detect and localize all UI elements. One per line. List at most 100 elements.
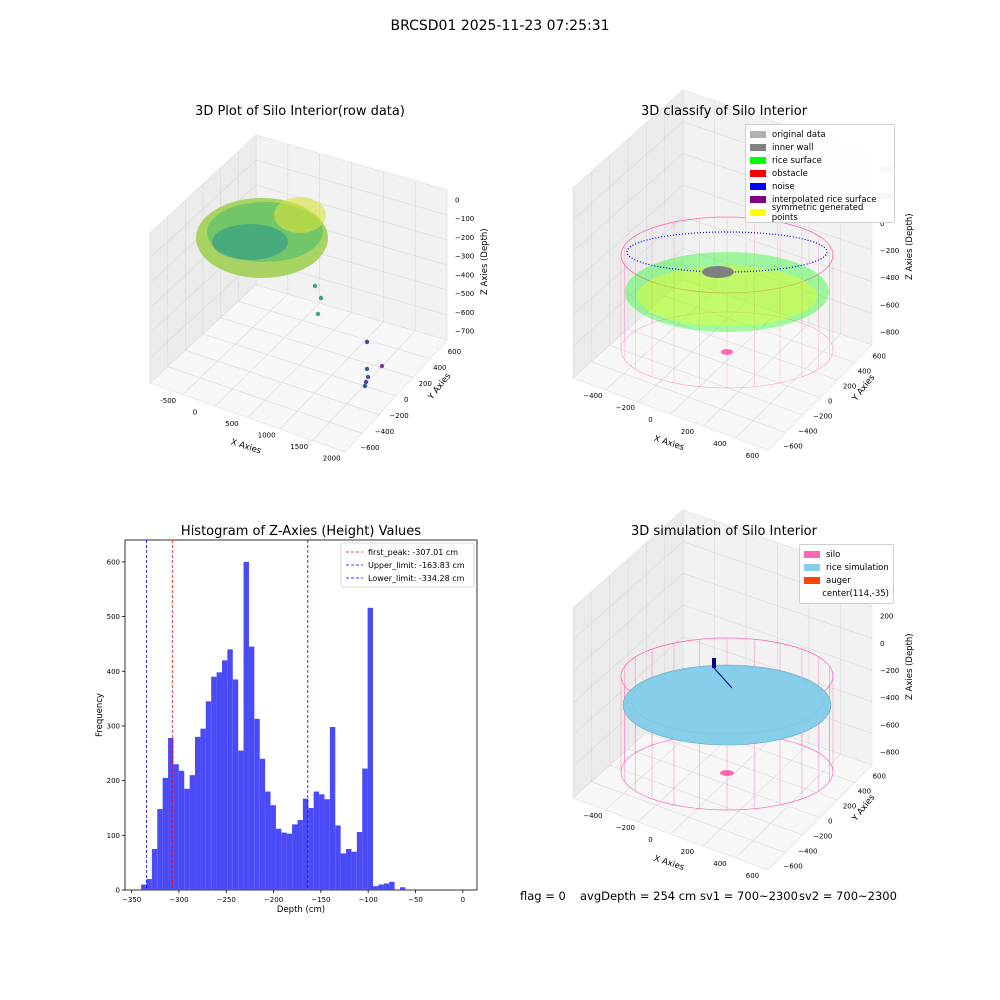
histogram-bar xyxy=(324,799,330,890)
legend-entry: rice surface xyxy=(750,154,890,167)
outlier-point xyxy=(312,283,318,289)
figure-title: BRCSD01 2025-11-23 07:25:31 xyxy=(390,18,610,34)
z-tick-label: −400 xyxy=(880,274,899,282)
histogram-bar xyxy=(211,676,217,890)
histogram-bar xyxy=(265,791,271,890)
histogram-bar xyxy=(378,884,384,890)
silo-floor-center xyxy=(720,770,734,776)
histogram-bar xyxy=(232,679,239,890)
grid-line xyxy=(664,296,855,363)
x-tick-label: −200 xyxy=(616,824,635,832)
z-tick-label: −600 xyxy=(455,309,474,317)
status-sv2: sv2 = 700~2300 xyxy=(799,889,897,903)
histogram-bar xyxy=(292,824,298,890)
z-axis-label: Z Axies (Depth) xyxy=(905,213,915,280)
z-axis-label: Z Axies (Depth) xyxy=(480,228,490,295)
legend-entry: symmetric generated points xyxy=(750,203,890,223)
x-tick-label: 1500 xyxy=(290,443,308,451)
z-tick-label: −300 xyxy=(455,253,474,261)
histogram-bar xyxy=(362,768,368,890)
x-tick-label: 500 xyxy=(225,420,238,428)
x-tick-label: 400 xyxy=(713,860,726,868)
auger-shaft xyxy=(713,667,733,689)
y-tick-label: 500 xyxy=(107,613,120,621)
y-tick-label: 200 xyxy=(419,380,432,388)
histogram-bar xyxy=(302,798,309,890)
histogram-bar xyxy=(243,561,249,890)
legend-label: Lower_limit: -334.28 cm xyxy=(368,574,465,583)
histogram-bar xyxy=(184,788,190,890)
histogram-bar xyxy=(146,879,152,890)
z-tick-label: −600 xyxy=(880,721,899,729)
legend-swatch xyxy=(750,131,766,138)
y-tick-label: 400 xyxy=(858,368,871,376)
outlier-point xyxy=(364,339,370,345)
inner-wall-cluster xyxy=(702,266,734,278)
silo-floor-center xyxy=(721,349,733,355)
histogram-bar xyxy=(227,649,233,890)
histogram-legend xyxy=(340,542,475,588)
y-tick-label: 400 xyxy=(858,788,871,796)
legend-entry: silo xyxy=(804,548,889,561)
legend-swatch xyxy=(804,564,820,571)
x-tick-label: 0 xyxy=(461,896,465,904)
histogram-bar xyxy=(335,825,341,890)
x-tick-label: 0 xyxy=(193,408,197,416)
y-tick-label: 0 xyxy=(828,818,832,826)
legend-swatch xyxy=(750,144,766,151)
z-tick-label: −200 xyxy=(880,247,899,255)
x-axis-label: Depth (cm) xyxy=(277,905,325,915)
legend-label: symmetric generated points xyxy=(771,202,864,223)
x-tick-label: −350 xyxy=(122,896,141,904)
histogram-bar xyxy=(367,607,374,890)
rice-surface-points xyxy=(625,252,829,332)
legend-entry: center(114,-35) xyxy=(804,587,889,600)
legend-swatch xyxy=(750,183,766,190)
histogram-chart: −350 −300 −250 −200 −150 −100 −50 0 0 100 200 300 40… xyxy=(95,539,478,915)
legend-swatch xyxy=(804,577,820,584)
legend-label: inner wall xyxy=(772,142,814,153)
outlier-point xyxy=(363,379,369,385)
y-tick-label: −400 xyxy=(375,428,394,436)
z-axis-label: Z Axies (Depth) xyxy=(905,633,915,700)
histogram-bar xyxy=(340,853,347,890)
z-tick-label: −600 xyxy=(880,301,899,309)
histogram-bar xyxy=(383,883,390,890)
outlier-point xyxy=(364,366,370,372)
histogram-bar xyxy=(373,886,379,890)
z-tick-label: −700 xyxy=(455,328,474,336)
histogram-bar xyxy=(329,727,336,890)
classify-3d-axes: −400−20002004006006004002000−200−400−600… xyxy=(572,89,915,460)
y-tick-label: 600 xyxy=(448,348,461,356)
x-tick-label: 0 xyxy=(648,836,652,844)
z-tick-label: −100 xyxy=(455,215,474,223)
histogram-bar xyxy=(297,820,303,890)
x-tick-label: 200 xyxy=(681,848,694,856)
histogram-bar xyxy=(248,646,255,890)
y-tick-label: 600 xyxy=(873,353,886,361)
classify-legend: original data inner wall rice surface obsta… xyxy=(745,124,895,223)
rice-mesh xyxy=(630,665,824,735)
legend-entry: inner wall xyxy=(750,141,890,154)
legend-swatch xyxy=(804,590,816,597)
raw-3d-axes: -50005001000150020006004002000−200−400−6… xyxy=(149,134,490,462)
raw-plot-title: 3D Plot of Silo Interior(row data) xyxy=(195,104,405,119)
x-axis-label: X Axies xyxy=(229,437,262,456)
histogram-bar xyxy=(346,848,352,890)
legend-label: Upper_limit: -163.83 cm xyxy=(368,561,465,570)
x-tick-label: 600 xyxy=(746,452,759,460)
x-tick-label: −150 xyxy=(311,896,330,904)
legend-label: original data xyxy=(772,129,826,140)
y-tick-label: 200 xyxy=(843,383,856,391)
y-tick-label: 200 xyxy=(107,777,120,785)
legend-swatch xyxy=(804,551,820,558)
x-tick-label: −250 xyxy=(217,896,236,904)
y-tick-label: −400 xyxy=(798,428,817,436)
z-tick-label: −400 xyxy=(880,694,899,702)
rice-simulation-surface xyxy=(622,664,832,746)
y-tick-label: −200 xyxy=(813,833,832,841)
y-tick-label: 400 xyxy=(433,364,446,372)
histogram-bar xyxy=(189,775,196,890)
histogram-title: Histogram of Z-Axies (Height) Values xyxy=(180,524,422,539)
legend-swatch xyxy=(750,170,766,177)
